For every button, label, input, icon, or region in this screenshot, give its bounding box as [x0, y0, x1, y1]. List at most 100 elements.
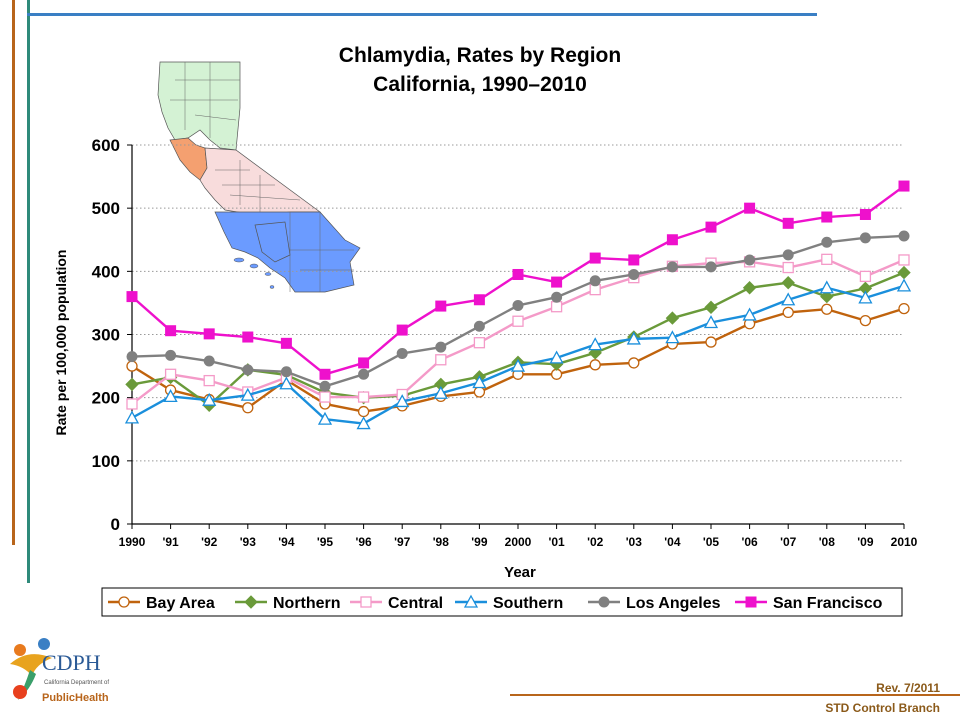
legend-item: San Francisco — [735, 595, 883, 612]
data-point — [782, 249, 794, 261]
data-point — [396, 347, 408, 359]
data-point — [897, 265, 911, 280]
legend-label: San Francisco — [773, 595, 883, 612]
x-tick-label: '91 — [162, 535, 179, 549]
data-point — [859, 232, 871, 244]
x-tick-label: '04 — [664, 535, 681, 549]
x-tick-label: 1990 — [119, 535, 146, 549]
data-point — [551, 291, 563, 303]
data-point — [126, 398, 138, 410]
data-point — [435, 341, 447, 353]
y-tick-label: 300 — [92, 326, 120, 345]
data-point — [280, 337, 292, 349]
top-divider — [27, 13, 817, 16]
data-point — [742, 307, 757, 321]
data-point — [898, 230, 910, 242]
x-tick-label: '01 — [548, 535, 565, 549]
data-point — [550, 301, 563, 313]
data-point — [898, 254, 910, 266]
data-point — [126, 291, 138, 303]
data-point — [319, 368, 331, 380]
legend-swatch-marker — [598, 596, 610, 608]
data-point — [896, 278, 912, 292]
x-tick-label: '93 — [240, 535, 257, 549]
left-accent-bar-brown — [12, 0, 15, 545]
data-point — [358, 368, 370, 380]
data-point — [317, 411, 333, 425]
legend-swatch-marker — [463, 594, 479, 608]
data-point — [665, 330, 680, 344]
data-point — [898, 302, 910, 315]
data-point — [280, 366, 292, 378]
data-point — [628, 357, 640, 369]
cdph-logo-figures — [10, 638, 52, 700]
x-tick-label: '99 — [471, 535, 488, 549]
bottom-divider — [510, 694, 960, 696]
data-point — [242, 364, 254, 376]
data-point — [165, 349, 177, 361]
chart-subtitle: California, 1990–2010 — [373, 73, 587, 96]
left-accent-bar-teal — [27, 0, 30, 583]
y-tick-label: 400 — [92, 262, 120, 281]
legend: Bay Area Northern Central Southern Los Angel… — [101, 587, 903, 617]
x-tick-label: '07 — [780, 535, 797, 549]
legend-item: Los Angeles — [588, 595, 721, 612]
legend-label: Southern — [493, 595, 563, 612]
data-point — [705, 261, 717, 273]
data-point — [628, 268, 640, 280]
x-tick-label: '09 — [857, 535, 874, 549]
legend-swatch-marker — [244, 595, 258, 609]
data-point — [435, 300, 447, 312]
data-point — [512, 299, 524, 311]
cdph-logo-dept: California Department of — [44, 680, 110, 686]
data-point — [433, 385, 448, 399]
x-tick-label: '98 — [433, 535, 450, 549]
data-point — [357, 405, 370, 418]
data-point — [821, 236, 833, 248]
data-point — [202, 392, 217, 406]
data-point — [588, 337, 603, 351]
data-point — [473, 320, 485, 332]
data-point — [705, 336, 717, 348]
data-point — [319, 391, 331, 403]
map-region-bay-area — [169, 137, 208, 181]
y-tick-label: 200 — [92, 389, 120, 408]
data-point — [705, 221, 717, 233]
legend-item: Bay Area — [108, 595, 215, 612]
data-point — [820, 289, 834, 304]
data-point — [821, 253, 833, 265]
data-point — [472, 375, 487, 389]
data-point — [704, 300, 718, 315]
data-point — [395, 394, 410, 408]
data-point — [125, 377, 139, 392]
data-point — [744, 202, 756, 214]
legend-item: Central — [350, 595, 443, 612]
data-point — [744, 254, 756, 266]
x-tick-label: '95 — [317, 535, 334, 549]
california-region-map — [157, 61, 361, 293]
revision-label: Rev. 7/2011 — [876, 681, 940, 695]
data-point — [859, 270, 872, 283]
data-point — [512, 315, 524, 327]
y-tick-label: 100 — [92, 452, 120, 471]
series-san-francisco — [126, 180, 910, 380]
data-point — [512, 268, 524, 280]
data-point — [821, 303, 833, 315]
data-point — [164, 368, 177, 380]
data-point — [165, 325, 177, 337]
legend-item: Southern — [455, 594, 563, 612]
data-point — [859, 208, 871, 220]
chart-title: Chlamydia, Rates by Region — [338, 44, 622, 67]
data-point — [626, 331, 641, 345]
x-tick-label: '08 — [819, 535, 836, 549]
data-point — [473, 337, 486, 349]
branch-label: STD Control Branch — [825, 701, 940, 715]
legend-swatch-marker — [118, 596, 130, 608]
map-region-northern — [157, 61, 241, 151]
data-point — [203, 355, 215, 367]
legend-item: Northern — [235, 595, 341, 612]
data-point — [473, 294, 485, 306]
data-point — [781, 275, 795, 290]
data-point — [203, 328, 215, 340]
